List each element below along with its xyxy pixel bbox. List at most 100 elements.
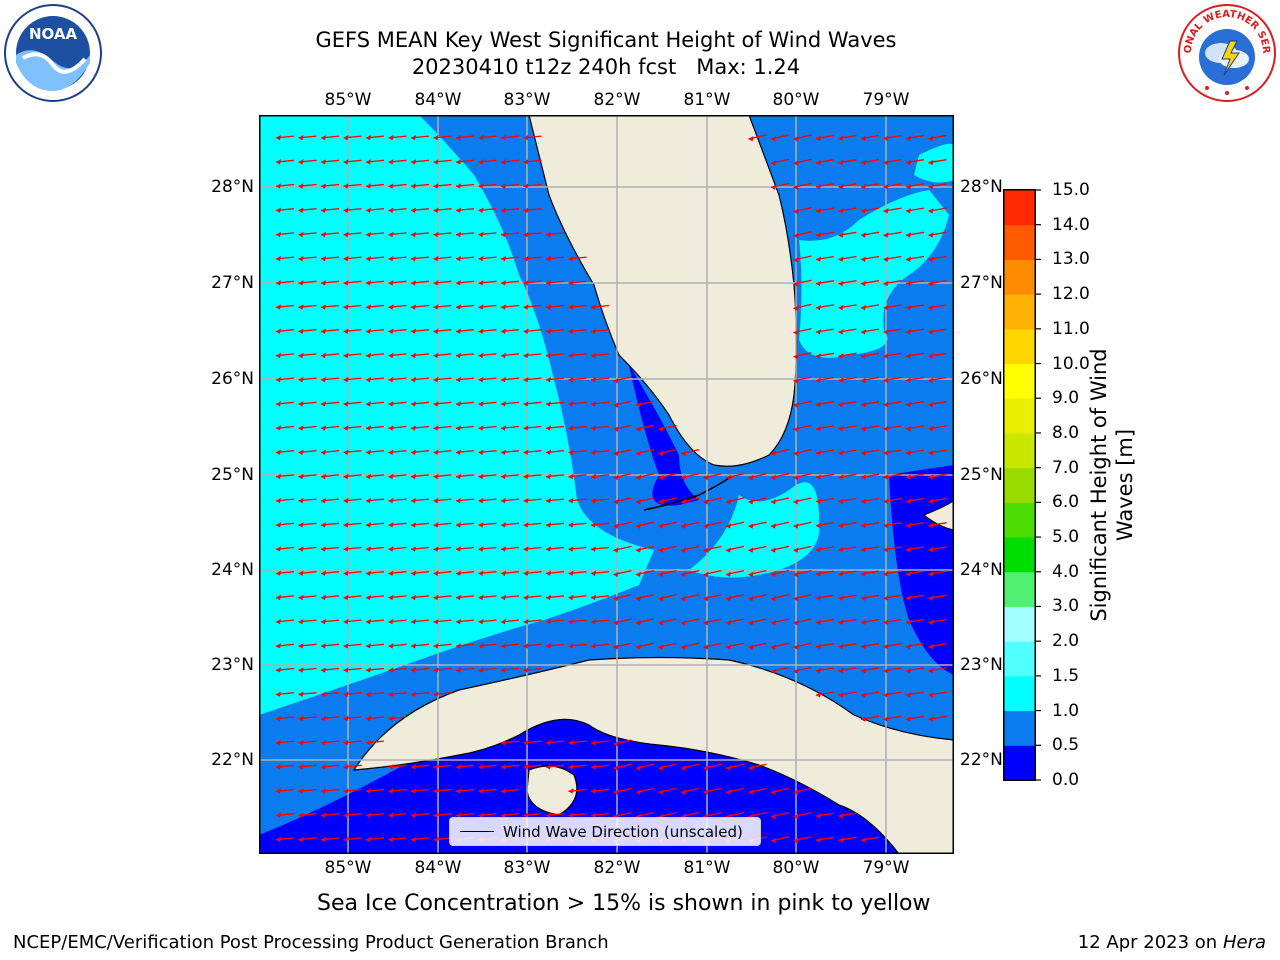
wind-wave-arrow-head: [591, 328, 596, 334]
wind-wave-arrow-head: [501, 473, 506, 480]
wind-wave-arrow-head: [523, 352, 529, 359]
wind-wave-arrow-head: [321, 546, 326, 552]
wind-wave-arrow-head: [613, 499, 619, 505]
wind-wave-arrow-head: [883, 474, 889, 480]
wind-wave-arrow-head: [816, 474, 821, 480]
wind-wave-arrow-head: [816, 280, 821, 287]
wind-wave-arrow-head: [591, 788, 596, 794]
wind-wave-arrow-head: [298, 691, 304, 697]
wind-wave-arrow-head: [501, 376, 506, 383]
wind-wave-arrow-head: [388, 788, 394, 794]
wind-wave-arrow-head: [343, 764, 349, 770]
wind-wave-arrow-head: [658, 644, 664, 650]
wind-wave-arrow-head: [793, 305, 799, 311]
wind-wave-arrow-head: [546, 643, 551, 649]
colorbar-tick-label: 10.0: [1052, 353, 1090, 374]
wind-wave-arrow-head: [321, 764, 326, 770]
wind-wave-arrow-head: [771, 499, 776, 505]
wind-wave-arrow-head: [298, 231, 304, 238]
wind-wave-arrow-head: [343, 280, 349, 286]
wind-wave-arrow-head: [501, 667, 506, 673]
wind-wave-arrow-head: [321, 352, 326, 359]
wind-wave-arrow-head: [636, 402, 641, 408]
wind-wave-arrow-head: [838, 425, 844, 432]
wind-wave-arrow-head: [838, 837, 844, 843]
wind-wave-arrow-head: [726, 499, 731, 505]
wind-wave-arrow-head: [343, 159, 349, 165]
wind-wave-arrow-head: [276, 667, 281, 673]
wind-wave-arrow-head: [861, 159, 866, 166]
wind-wave-arrow-head: [343, 570, 349, 576]
wind-wave-arrow-head: [321, 643, 326, 649]
sea-high-waves-keys: [689, 482, 820, 578]
wind-wave-arrow-head: [816, 498, 821, 504]
map-plot: [259, 115, 954, 854]
wind-wave-arrow-head: [298, 352, 304, 359]
colorbar-cell: [1004, 259, 1035, 295]
wind-wave-arrow-head: [501, 328, 506, 334]
colorbar-tick-label: 8.0: [1052, 422, 1080, 443]
wind-wave-arrow-head: [366, 134, 371, 141]
wind-wave-arrow-head: [771, 595, 776, 602]
wind-wave-arrow-head: [613, 571, 619, 578]
wind-wave-arrow-head: [883, 619, 889, 625]
wind-wave-arrow-head: [546, 764, 551, 770]
wind-wave-arrow-head: [613, 547, 619, 553]
colorbar-ticks: [1035, 189, 1041, 781]
wind-wave-arrow-head: [568, 401, 574, 407]
lat-label-right: 25°N: [960, 465, 1003, 485]
wind-wave-arrow-head: [276, 497, 281, 504]
wind-wave-arrow-head: [771, 620, 776, 626]
wind-wave-arrow-head: [478, 812, 484, 818]
wind-wave-arrow-head: [456, 328, 461, 334]
wind-wave-arrow-head: [456, 425, 461, 431]
wind-wave-arrow-head: [546, 522, 551, 528]
wind-wave-arrow-head: [298, 739, 304, 746]
wind-wave-arrow-head: [523, 280, 529, 286]
wind-wave-arrow-head: [321, 594, 326, 601]
wind-wave-arrow-head: [703, 644, 709, 650]
wind-wave-arrow-head: [793, 789, 799, 795]
wind-wave-arrow-head: [546, 570, 551, 576]
wind-wave-arrow-head: [568, 764, 574, 770]
wind-wave-arrow-head: [276, 159, 281, 165]
wind-wave-arrow-head: [523, 449, 529, 455]
wind-wave-arrow-head: [591, 304, 596, 310]
lat-label-left: 25°N: [211, 465, 254, 485]
wind-wave-arrow-head: [276, 134, 281, 141]
wind-wave-arrow-head: [523, 739, 529, 746]
colorbar: [1003, 189, 1041, 781]
wind-wave-arrow-head: [411, 183, 416, 189]
wind-wave-arrow-head: [501, 546, 506, 552]
wind-wave-arrow-head: [366, 739, 371, 746]
lon-label-bottom: 82°W: [593, 858, 641, 878]
wind-wave-arrow-head: [861, 546, 866, 553]
lat-label-right: 22°N: [960, 750, 1003, 770]
wind-wave-arrow-head: [523, 207, 529, 213]
wind-wave-arrow-head: [478, 618, 484, 625]
colorbar-cell: [1004, 398, 1035, 434]
lat-label-left: 28°N: [211, 177, 254, 197]
wind-wave-arrow-head: [343, 328, 349, 334]
wind-wave-arrow-head: [321, 207, 326, 213]
wind-wave-arrow-head: [816, 208, 821, 214]
wind-wave-arrow-head: [591, 570, 596, 576]
wind-wave-arrow-head: [298, 594, 304, 601]
lat-label-left: 22°N: [211, 750, 254, 770]
wind-wave-arrow-head: [861, 256, 866, 262]
wind-wave-arrow-head: [523, 134, 529, 141]
wind-wave-arrow-head: [568, 618, 574, 625]
wind-wave-arrow-head: [478, 159, 484, 165]
wind-wave-arrow-head: [321, 183, 326, 189]
wind-wave-arrow-head: [523, 812, 529, 818]
wind-wave-arrow-head: [816, 135, 821, 141]
land-cuba: [352, 656, 954, 854]
wind-wave-arrow-head: [546, 812, 551, 818]
wind-wave-arrow-head: [298, 788, 304, 794]
wind-wave-arrow-head: [793, 547, 799, 553]
wind-wave-arrow-head: [793, 426, 799, 432]
wind-wave-arrow-head: [681, 450, 686, 457]
noaa-logo: NOAA: [3, 3, 103, 103]
wind-wave-arrow-head: [726, 595, 731, 602]
wind-wave-arrow-head: [523, 522, 529, 528]
